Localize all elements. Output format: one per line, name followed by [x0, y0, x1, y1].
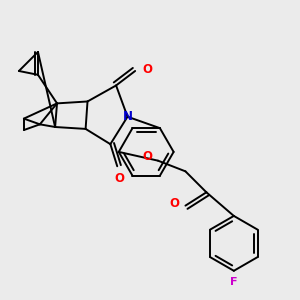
Text: O: O: [170, 197, 180, 210]
Text: F: F: [230, 277, 238, 287]
Text: O: O: [142, 63, 152, 76]
Text: N: N: [122, 110, 133, 123]
Text: O: O: [114, 172, 124, 185]
Text: O: O: [142, 150, 152, 163]
